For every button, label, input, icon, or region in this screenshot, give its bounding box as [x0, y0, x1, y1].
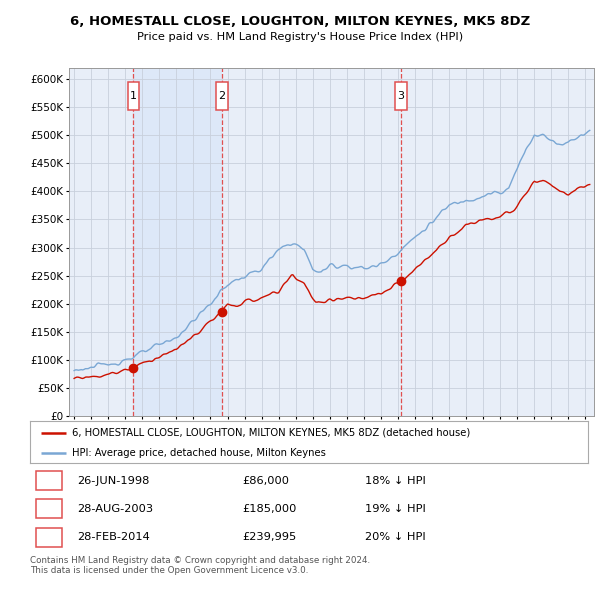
Text: £185,000: £185,000 — [242, 504, 296, 514]
Text: 2: 2 — [218, 91, 225, 101]
Text: £86,000: £86,000 — [242, 476, 289, 486]
Bar — [216, 82, 227, 110]
FancyBboxPatch shape — [35, 471, 62, 490]
Bar — [222, 68, 401, 416]
Text: 1: 1 — [46, 476, 52, 486]
Text: 28-FEB-2014: 28-FEB-2014 — [77, 532, 150, 542]
Text: Contains HM Land Registry data © Crown copyright and database right 2024.
This d: Contains HM Land Registry data © Crown c… — [30, 556, 370, 575]
Bar — [395, 82, 407, 110]
FancyBboxPatch shape — [35, 500, 62, 518]
Text: £239,995: £239,995 — [242, 532, 296, 542]
Text: 20% ↓ HPI: 20% ↓ HPI — [365, 532, 425, 542]
Bar — [128, 82, 139, 110]
Text: 28-AUG-2003: 28-AUG-2003 — [77, 504, 154, 514]
Text: HPI: Average price, detached house, Milton Keynes: HPI: Average price, detached house, Milt… — [72, 448, 326, 457]
Text: 6, HOMESTALL CLOSE, LOUGHTON, MILTON KEYNES, MK5 8DZ: 6, HOMESTALL CLOSE, LOUGHTON, MILTON KEY… — [70, 15, 530, 28]
Text: 26-JUN-1998: 26-JUN-1998 — [77, 476, 150, 486]
Text: 19% ↓ HPI: 19% ↓ HPI — [365, 504, 425, 514]
Text: 1: 1 — [130, 91, 137, 101]
Text: 3: 3 — [46, 532, 52, 542]
Text: 6, HOMESTALL CLOSE, LOUGHTON, MILTON KEYNES, MK5 8DZ (detached house): 6, HOMESTALL CLOSE, LOUGHTON, MILTON KEY… — [72, 428, 470, 438]
FancyBboxPatch shape — [35, 527, 62, 546]
Bar — [133, 68, 222, 416]
Text: 3: 3 — [397, 91, 404, 101]
Text: 18% ↓ HPI: 18% ↓ HPI — [365, 476, 425, 486]
Text: 2: 2 — [46, 504, 53, 514]
Text: Price paid vs. HM Land Registry's House Price Index (HPI): Price paid vs. HM Land Registry's House … — [137, 32, 463, 42]
